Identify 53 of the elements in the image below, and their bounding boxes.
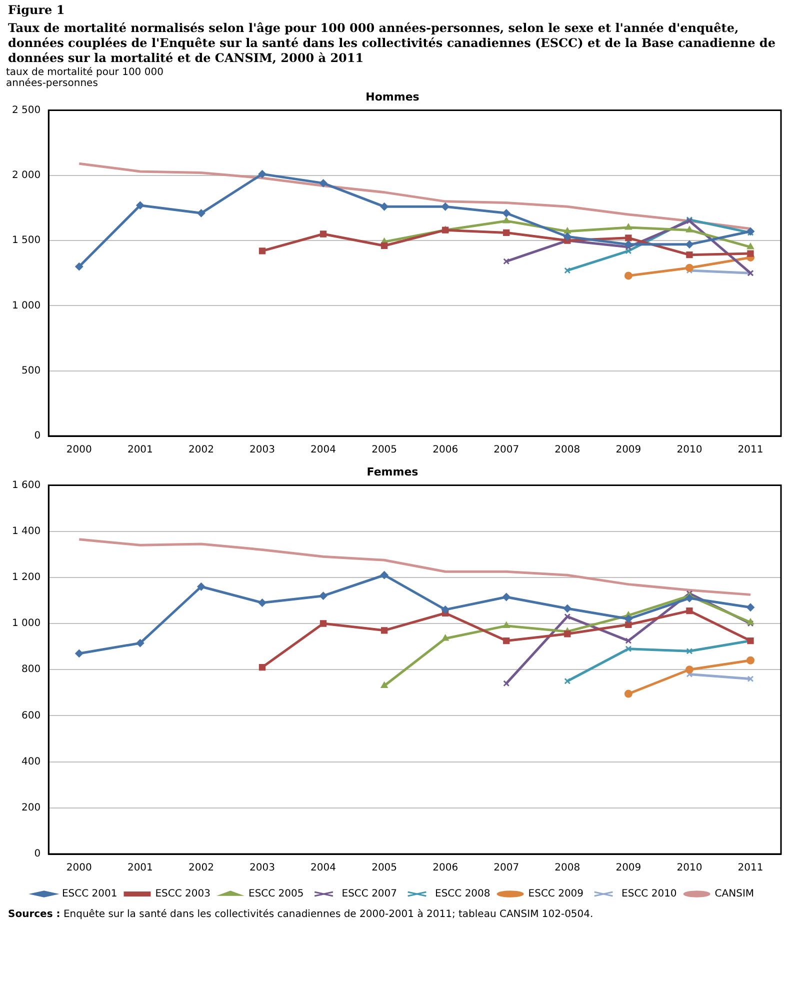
y-tick-label: 400 [22, 756, 41, 768]
y-tick-label: 2 500 [12, 104, 41, 116]
x-tick-label: 2000 [66, 444, 92, 456]
y-tick-label: 1 600 [12, 480, 41, 491]
chart-title: Hommes [366, 90, 420, 104]
x-tick-label: 2004 [310, 444, 336, 456]
x-tick-label: 2003 [250, 862, 275, 874]
caption: Figure 1 [7, 2, 66, 18]
chart-title: Femmes [366, 465, 419, 478]
x-tick-label: 2008 [554, 862, 580, 874]
legend-label: CANSIM [714, 888, 754, 900]
x-tick-label: 2001 [127, 444, 153, 456]
x-tick-label: 2011 [738, 444, 764, 456]
text: Taux de mortalité normalisés selon l'âge pour 100 000 années-personnes, selon le sexe et l'année d'enquête, données couplées de l'Enquête sur la santé dans les collectivités canadiennes (ESCC) et de la Base canadienne de données sur la mortalité et de CANSIM, 2000 à 2011 [7, 20, 776, 66]
y-tick-label: 0 [34, 430, 41, 442]
y-tick-label: 0 [34, 848, 41, 860]
y-tick-label: 500 [22, 365, 41, 376]
y-tick-label: 1 500 [12, 235, 41, 246]
x-tick-label: 2009 [616, 444, 642, 456]
y-tick-label: 800 [22, 664, 41, 676]
y-tick-label: 1 200 [12, 572, 41, 583]
x-tick-label: 2006 [432, 444, 458, 456]
x-tick-label: 2000 [66, 862, 92, 874]
legend-label: ESCC 2010 [622, 888, 677, 900]
y-tick-label: 600 [22, 710, 41, 722]
legend-label: ESCC 2007 [342, 888, 398, 900]
legend-label: ESCC 2009 [528, 888, 584, 900]
x-tick-label: 2009 [616, 862, 642, 874]
y-tick-label: 1 400 [12, 526, 41, 537]
x-tick-label: 2010 [676, 862, 702, 874]
x-tick-label: 2003 [250, 444, 275, 456]
source-note: Sources : Enquête sur la santé dans les collectivités canadiennes de 2000-2001 à 2011; tableau CANSIM 102-0504. [7, 909, 594, 920]
x-tick-label: 2008 [554, 444, 580, 456]
x-tick-label: 2002 [188, 444, 214, 456]
x-tick-label: 2001 [127, 862, 153, 874]
y-tick-label: 2 000 [12, 170, 41, 181]
legend-label: ESCC 2001 [62, 888, 118, 900]
x-tick-label: 2011 [738, 862, 764, 874]
x-tick-label: 2007 [494, 862, 520, 874]
x-tick-label: 2005 [372, 862, 398, 874]
legend-label: ESCC 2003 [155, 888, 211, 900]
x-tick-label: 2004 [310, 862, 336, 874]
x-tick-label: 2005 [372, 444, 398, 456]
legend-label: ESCC 2005 [248, 888, 304, 900]
x-tick-label: 2002 [188, 862, 214, 874]
x-tick-label: 2006 [432, 862, 458, 874]
legend-label: ESCC 2008 [435, 888, 490, 900]
x-tick-label: 2007 [494, 444, 520, 456]
y-tick-label: 1 000 [12, 618, 41, 630]
y-tick-label: 200 [22, 802, 41, 814]
y-axis-title: taux de mortalité pour 100 000 années-personnes [5, 66, 164, 89]
y-tick-label: 1 000 [12, 300, 41, 312]
x-tick-label: 2010 [676, 444, 702, 456]
